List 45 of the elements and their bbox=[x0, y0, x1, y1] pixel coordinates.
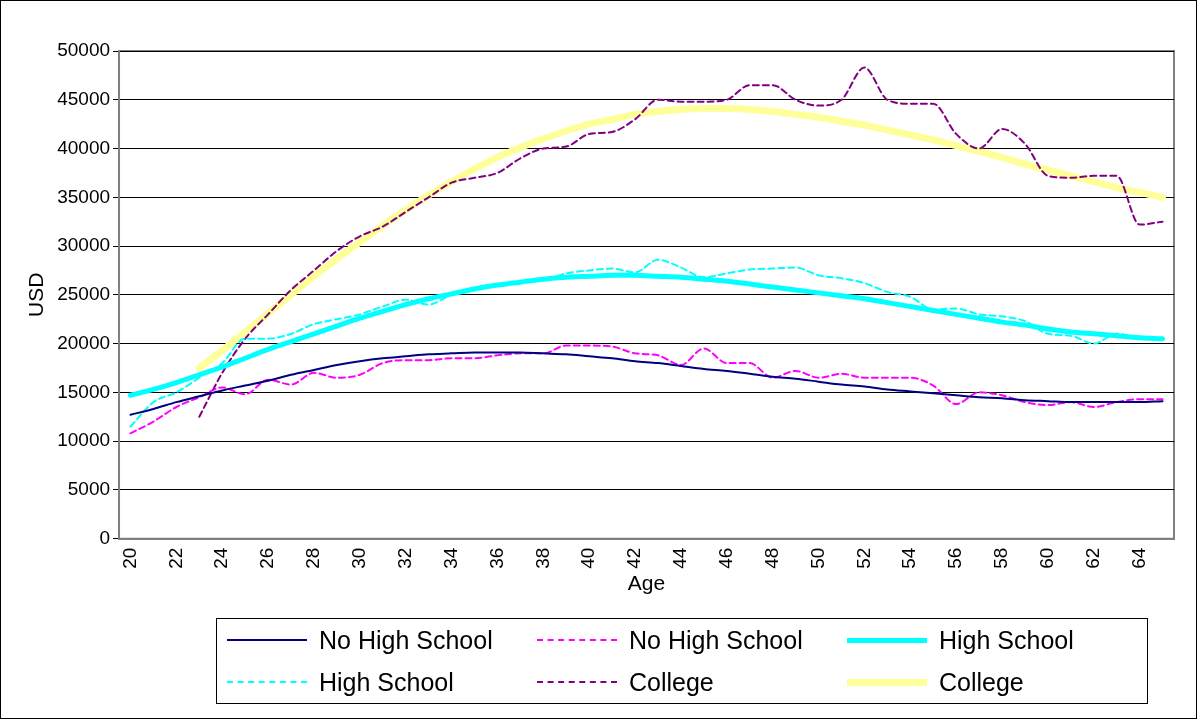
y-tick-label: 15000 bbox=[57, 380, 111, 402]
legend-label: High School bbox=[319, 667, 454, 697]
x-tick-label: 42 bbox=[623, 547, 645, 569]
legend-label: College bbox=[629, 667, 714, 697]
x-tick-label: 30 bbox=[348, 547, 370, 569]
line-series bbox=[198, 66, 1164, 418]
y-axis-title: USD bbox=[24, 272, 48, 317]
x-tick-label: 60 bbox=[1036, 547, 1058, 569]
x-tick-label: 50 bbox=[806, 547, 828, 569]
line-series bbox=[129, 344, 1164, 435]
x-tick-label: 36 bbox=[485, 547, 507, 569]
x-tick-label: 34 bbox=[439, 547, 461, 569]
y-tick-label: 0 bbox=[99, 526, 111, 548]
y-tick-label: 35000 bbox=[57, 185, 111, 207]
legend-label: No High School bbox=[629, 625, 803, 655]
x-tick-label: 40 bbox=[577, 547, 599, 569]
y-tick-label: 10000 bbox=[57, 429, 111, 451]
x-tick-label: 32 bbox=[393, 547, 415, 569]
x-tick-label: 58 bbox=[990, 547, 1012, 569]
legend-label: College bbox=[939, 667, 1024, 697]
x-tick-label: 38 bbox=[531, 547, 553, 569]
x-tick-label: 28 bbox=[302, 547, 324, 569]
y-tick-label: 30000 bbox=[57, 234, 111, 256]
y-tick-label: 40000 bbox=[57, 136, 111, 158]
x-tick-label: 56 bbox=[944, 547, 966, 569]
x-tick-label: 62 bbox=[1081, 547, 1103, 569]
y-tick-label: 25000 bbox=[57, 283, 111, 305]
y-tick-label: 5000 bbox=[67, 478, 111, 500]
legend-label: No High School bbox=[319, 625, 493, 655]
y-tick-label: 45000 bbox=[57, 88, 111, 109]
x-tick-label: 52 bbox=[852, 547, 874, 569]
legend-label: High School bbox=[939, 625, 1074, 655]
x-axis-title: Age bbox=[627, 571, 666, 595]
y-tick-label: 20000 bbox=[57, 331, 111, 353]
x-tick-label: 48 bbox=[760, 547, 782, 569]
x-tick-label: 20 bbox=[118, 547, 140, 569]
y-tick-label: 50000 bbox=[57, 39, 111, 61]
x-tick-label: 44 bbox=[669, 547, 691, 569]
x-tick-label: 22 bbox=[164, 547, 186, 569]
x-tick-label: 64 bbox=[1127, 547, 1149, 569]
x-tick-label: 46 bbox=[715, 547, 737, 569]
x-tick-label: 54 bbox=[898, 547, 920, 569]
line-series bbox=[129, 351, 1164, 416]
x-tick-label: 24 bbox=[210, 547, 232, 569]
x-tick-label: 26 bbox=[256, 547, 278, 569]
